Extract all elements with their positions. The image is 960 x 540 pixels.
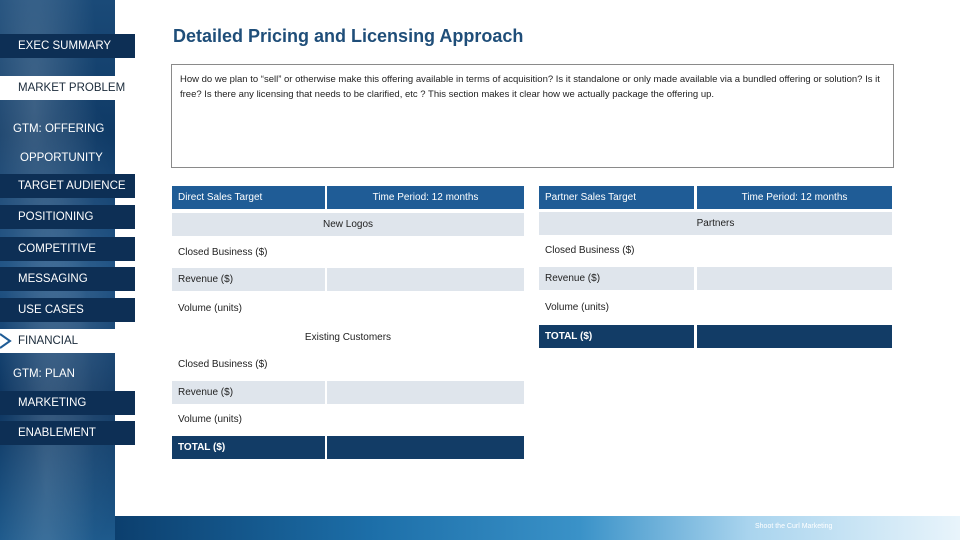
sidebar-item-competitive[interactable]: COMPETITIVE: [0, 237, 135, 261]
sidebar-item-gtm-offering[interactable]: GTM: OFFERING: [0, 117, 135, 141]
partner-period-label: Time Period: 12 months: [697, 186, 892, 209]
new-logos-row-label: Volume (units): [172, 297, 325, 320]
partners-row-value[interactable]: [697, 239, 892, 262]
existing-row-label: Volume (units): [172, 408, 325, 431]
new-logos-header: New Logos: [172, 213, 524, 236]
direct-total-label: TOTAL ($): [172, 436, 325, 459]
sidebar-item-label: MARKETING: [18, 397, 87, 409]
existing-row-value[interactable]: [327, 353, 524, 376]
description-box: How do we plan to “sell” or otherwise ma…: [171, 64, 894, 168]
partner-total-value[interactable]: [697, 325, 892, 348]
new-logos-row-value[interactable]: [327, 241, 524, 264]
sidebar-item-positioning[interactable]: POSITIONING: [0, 205, 135, 229]
partners-row-label: Revenue ($): [539, 267, 694, 290]
partner-target-label: Partner Sales Target: [539, 186, 694, 209]
sidebar-item-label: MESSAGING: [18, 273, 88, 285]
sidebar-item-label: ENABLEMENT: [18, 427, 96, 439]
existing-row-label: Revenue ($): [172, 381, 325, 404]
sidebar-item-opportunity[interactable]: OPPORTUNITY: [0, 146, 135, 170]
sidebar-item-market-problem[interactable]: MARKET PROBLEM: [0, 76, 135, 100]
sidebar-nav: EXEC SUMMARY MARKET PROBLEM GTM: OFFERIN…: [0, 0, 135, 540]
sidebar-item-label: USE CASES: [18, 304, 84, 316]
sidebar-item-label: GTM: PLAN: [13, 368, 75, 380]
sidebar-item-exec-summary[interactable]: EXEC SUMMARY: [0, 34, 135, 58]
sidebar-item-enablement[interactable]: ENABLEMENT: [0, 421, 135, 445]
partners-row-value[interactable]: [697, 267, 892, 290]
sidebar-item-label: MARKET PROBLEM: [18, 82, 126, 94]
partner-total-label: TOTAL ($): [539, 325, 694, 348]
partners-row-label: Closed Business ($): [539, 239, 694, 262]
sidebar-item-financial[interactable]: FINANCIAL: [0, 329, 135, 353]
new-logos-row-value[interactable]: [327, 297, 524, 320]
new-logos-row-value[interactable]: [327, 268, 524, 291]
partners-header: Partners: [539, 212, 892, 235]
sidebar-item-messaging[interactable]: MESSAGING: [0, 267, 135, 291]
sidebar-item-gtm-plan[interactable]: GTM: PLAN: [0, 362, 135, 386]
sidebar-item-use-cases[interactable]: USE CASES: [0, 298, 135, 322]
chevron-right-icon: [0, 333, 12, 349]
footer-wave-band: [115, 516, 960, 540]
footer-brand-text: Shoot the Curl Marketing: [755, 523, 833, 530]
sidebar-item-label: TARGET AUDIENCE: [18, 180, 126, 192]
description-text: How do we plan to “sell” or otherwise ma…: [180, 74, 880, 100]
direct-period-label: Time Period: 12 months: [327, 186, 524, 209]
partners-row-value[interactable]: [697, 296, 892, 319]
sidebar-item-label: GTM: OFFERING: [13, 123, 105, 135]
direct-total-value[interactable]: [327, 436, 524, 459]
direct-target-label: Direct Sales Target: [172, 186, 325, 209]
existing-row-label: Closed Business ($): [172, 353, 325, 376]
sidebar-item-label: FINANCIAL: [18, 335, 79, 347]
existing-row-value[interactable]: [327, 408, 524, 431]
sidebar-item-marketing[interactable]: MARKETING: [0, 391, 135, 415]
sidebar-item-target-audience[interactable]: TARGET AUDIENCE: [0, 174, 135, 198]
sidebar-item-label: OPPORTUNITY: [20, 152, 103, 164]
new-logos-row-label: Revenue ($): [172, 268, 325, 291]
sidebar-item-label: POSITIONING: [18, 211, 94, 223]
sidebar-item-label: EXEC SUMMARY: [18, 40, 112, 52]
sidebar-item-label: COMPETITIVE: [18, 243, 96, 255]
existing-row-value[interactable]: [327, 381, 524, 404]
new-logos-row-label: Closed Business ($): [172, 241, 325, 264]
partners-row-label: Volume (units): [539, 296, 694, 319]
page-title: Detailed Pricing and Licensing Approach: [173, 26, 524, 46]
existing-customers-header: Existing Customers: [172, 326, 524, 349]
